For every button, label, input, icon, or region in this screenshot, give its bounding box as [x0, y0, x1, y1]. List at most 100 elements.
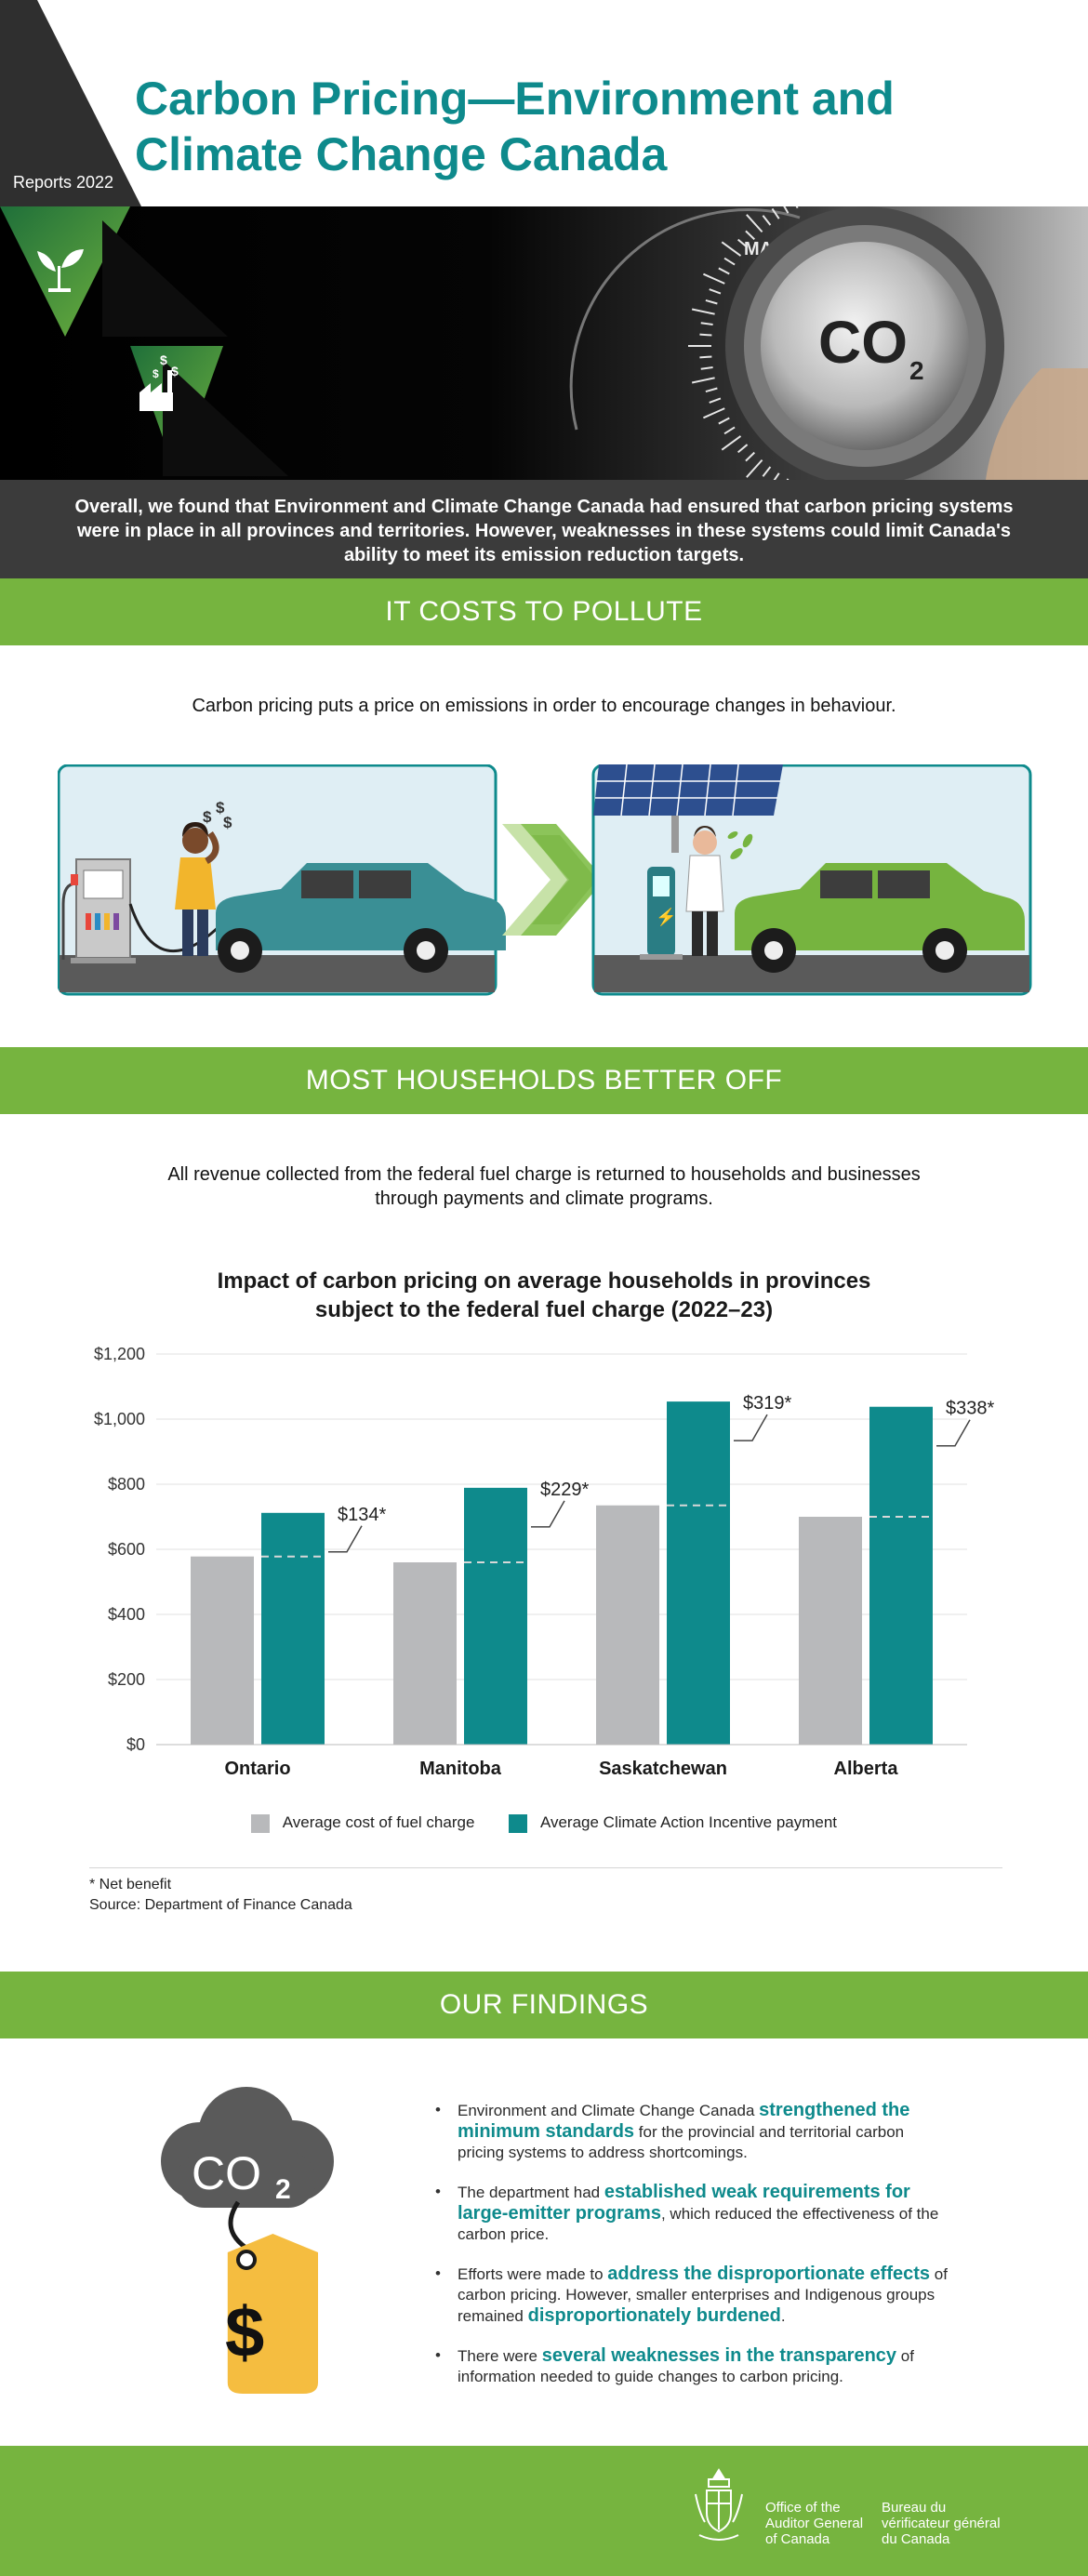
- dial-tick: [699, 333, 712, 337]
- footer-french-name: Bureau du vérificateur général du Canada: [882, 2500, 1001, 2547]
- co2-knob: CO 2: [725, 206, 1088, 480]
- dial-tick: [721, 435, 742, 451]
- dial-tick: [746, 458, 763, 478]
- net-benefit-label: $338*: [946, 1399, 994, 1419]
- y-tick-label: $600: [108, 1540, 145, 1559]
- finding-text: of information needed to guide changes t…: [458, 2347, 914, 2385]
- x-category-label: Saskatchewan: [599, 1759, 727, 1779]
- price-tag-icon: [227, 2234, 318, 2394]
- net-benefit-label: $134*: [338, 1505, 386, 1525]
- dial-tick: [771, 207, 780, 219]
- finding-text: , which reduced the effectiveness of the…: [458, 2205, 939, 2243]
- footer-english-name: Office of the Auditor General of Canada: [765, 2500, 863, 2547]
- dial-tick: [746, 214, 763, 233]
- net-benefit-callout-line: [734, 1414, 768, 1441]
- finding-text: Environment and Climate Change Canada: [458, 2102, 760, 2119]
- legend-label-incentive: Average Climate Action Incentive payment: [539, 1813, 838, 1832]
- finding-text: for the provincial and territorial carbo…: [458, 2123, 905, 2161]
- svg-text:$: $: [171, 364, 179, 378]
- worried-person-icon: [175, 822, 219, 956]
- y-tick-label: $200: [108, 1670, 145, 1689]
- dial-tick: [745, 230, 756, 241]
- money-symbol: $: [203, 808, 212, 826]
- net-benefit-callout-line: [328, 1525, 363, 1553]
- finding-highlight: established weak requirements for large-…: [458, 2182, 910, 2224]
- footer-en-line: of Canada: [765, 2531, 830, 2547]
- net-benefit-note: * Net benefit: [89, 1877, 172, 1892]
- factory-money-icon: $ $ $: [139, 352, 179, 411]
- report-year-label: Reports 2022: [13, 173, 114, 192]
- net-benefit-label: $319*: [743, 1393, 791, 1414]
- dial-tick: [745, 451, 756, 462]
- report-header: Reports 2022 Carbon Pricing—Environment …: [0, 0, 1088, 206]
- solar-panel-icon: [593, 764, 783, 853]
- legend-swatch-teal: [509, 1813, 528, 1833]
- section2-lead-line-1: All revenue collected from the federal f…: [167, 1164, 921, 1185]
- cloud-sub-text: 2: [275, 2174, 291, 2205]
- chart-title-line-2: subject to the federal fuel charge (2022…: [314, 1297, 774, 1322]
- finding-text: Efforts were made to: [458, 2265, 608, 2283]
- bar-fuel-charge: [596, 1505, 659, 1745]
- bar-fuel-charge: [191, 1556, 254, 1745]
- legend-item-fuel-charge: Average cost of fuel charge: [250, 1813, 475, 1833]
- finding-text: The department had: [458, 2184, 604, 2201]
- finding-item: Environment and Climate Change Canada st…: [433, 2100, 954, 2163]
- finding-text: .: [780, 2307, 786, 2325]
- hand-shape: [986, 368, 1088, 480]
- dial-tick: [762, 215, 772, 226]
- cloud-icon: [161, 2087, 334, 2208]
- finding-text: of carbon pricing. However, smaller ente…: [458, 2265, 948, 2325]
- dial-tick: [703, 407, 725, 419]
- bar-incentive: [261, 1512, 325, 1745]
- section-heading-households: MOST HOUSEHOLDS BETTER OFF: [0, 1047, 1088, 1114]
- dial-tick: [718, 267, 730, 275]
- leaf-icon: [727, 831, 753, 859]
- footer: Office of the Auditor General of Canada …: [0, 2446, 1088, 2576]
- section2-lead-line-2: through payments and climate programs.: [375, 1188, 713, 1209]
- hero-banner: $ $ $ MA CO 2: [0, 206, 1088, 480]
- x-category-label: Manitoba: [419, 1759, 502, 1779]
- finding-highlight: address the disproportionate effects: [607, 2264, 931, 2284]
- finding-item: The department had established weak requ…: [433, 2182, 954, 2245]
- legend-label-fuel-charge: Average cost of fuel charge: [282, 1813, 475, 1832]
- cloud-co-text: CO: [192, 2147, 261, 2199]
- transition-arrow-icon: [502, 824, 604, 936]
- dial-tick: [699, 355, 712, 359]
- dial-tick: [762, 466, 772, 477]
- electric-car-panel: ⚡: [591, 764, 1032, 996]
- knob-sub-text: 2: [909, 356, 924, 385]
- dial-ticks: [688, 206, 799, 480]
- knob-co-text: CO: [818, 309, 908, 376]
- plant-icon: [37, 249, 84, 292]
- electric-car-icon: [735, 863, 1025, 973]
- section1-lead: Carbon pricing puts a price on emissions…: [192, 696, 896, 716]
- dial-tick: [709, 397, 722, 404]
- title-line-1: Carbon Pricing—Environment and: [135, 73, 895, 125]
- bar-incentive: [667, 1401, 730, 1745]
- dial-tick: [691, 377, 715, 384]
- finding-item: Efforts were made to address the disprop…: [433, 2264, 954, 2327]
- dial-tick: [723, 426, 736, 435]
- legend-item-incentive: Average Climate Action Incentive payment: [509, 1813, 837, 1833]
- finding-highlight: disproportionately burdened: [527, 2305, 781, 2326]
- footer-en-line: Office of the: [765, 2500, 841, 2516]
- header-triangle-graphic: [0, 0, 141, 206]
- gas-vs-electric-illustration: $ $ $: [58, 764, 1032, 996]
- charging-station-icon: ⚡: [640, 867, 683, 960]
- dollar-sign: $: [225, 2293, 264, 2372]
- household-impact-bar-chart: $0 $200 $400 $600 $800 $1,000 $1,200 $134* Ontar…: [94, 1345, 995, 1779]
- gas-car-panel: $ $ $: [58, 764, 506, 996]
- net-benefit-callout-line: [936, 1419, 971, 1447]
- dial-tick: [721, 241, 742, 257]
- section-heading-it-costs: IT COSTS TO POLLUTE: [0, 578, 1088, 645]
- page-title: Carbon Pricing—Environment and Climate C…: [135, 71, 972, 182]
- footer-fr-line: vérificateur général: [882, 2516, 1001, 2531]
- dial-tick: [703, 272, 725, 285]
- finding-highlight: several weaknesses in the transparency: [541, 2345, 897, 2366]
- dial-tick: [700, 322, 713, 326]
- svg-text:$: $: [153, 367, 159, 380]
- dial-tick: [709, 288, 722, 295]
- dial-tick: [700, 365, 713, 370]
- dial-tick: [783, 206, 789, 214]
- bar-incentive: [464, 1487, 527, 1745]
